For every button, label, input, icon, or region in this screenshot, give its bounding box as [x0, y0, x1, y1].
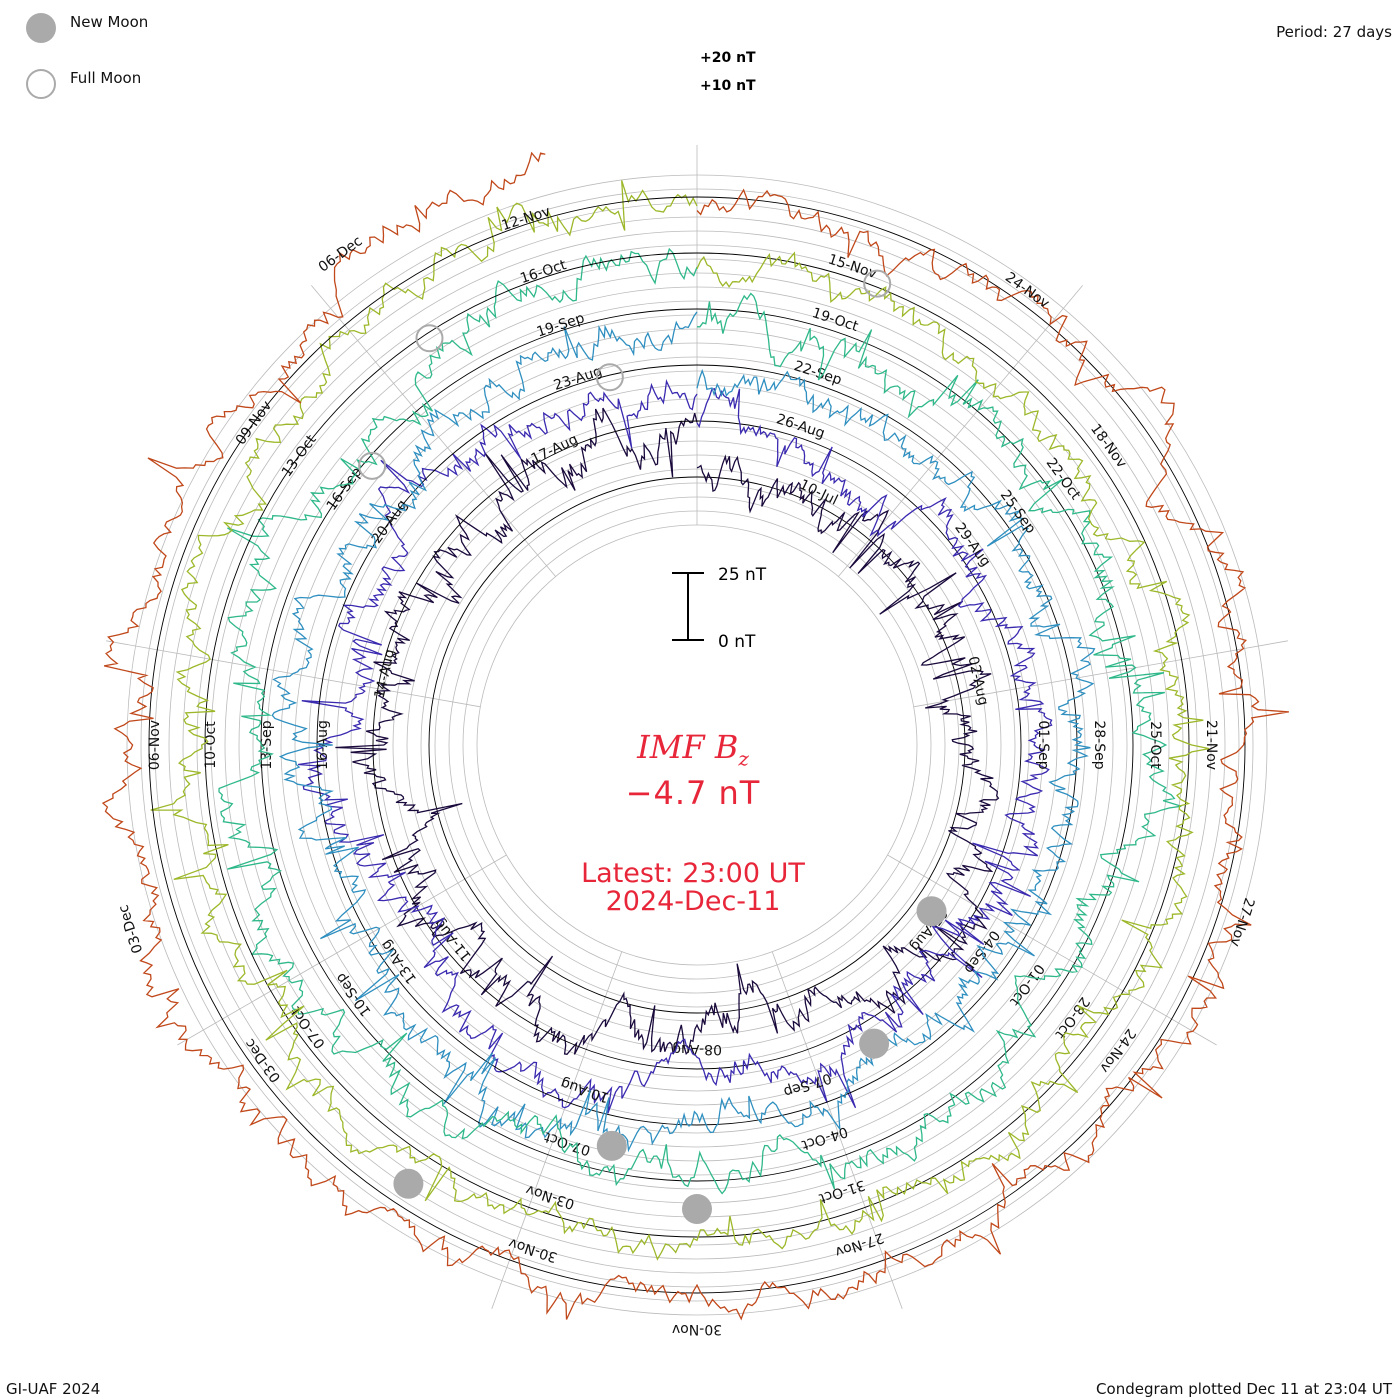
series-line-rotation-4: [218, 247, 1182, 1195]
date-label: 27-Nov: [833, 1229, 886, 1260]
date-label: 28-Sep: [1091, 720, 1107, 769]
new-moon-marker: [682, 1194, 712, 1224]
parameter-name: IMF Bz: [0, 728, 1386, 770]
date-label: 19-Oct: [810, 305, 861, 335]
series-line-rotation-3: [271, 311, 1096, 1153]
grid-spoke: [887, 854, 1217, 1046]
date-label: 16-Aug: [315, 720, 331, 770]
full-moon-legend-label: Full Moon: [70, 69, 142, 87]
date-label: 21-Nov: [1203, 720, 1219, 770]
reference-label: +20 nT: [700, 50, 756, 66]
date-label: 07-Oct: [542, 1128, 593, 1158]
date-label: 26-Aug: [774, 411, 826, 442]
new-moon-legend-label: New Moon: [70, 13, 149, 31]
full-moon-marker: [595, 363, 624, 392]
date-label: 01-Sep: [1035, 720, 1051, 769]
date-label: 10-Aug: [559, 1075, 611, 1106]
date-label: 02-Aug: [964, 655, 991, 707]
scale-bar-top-label: 25 nT: [718, 565, 767, 585]
full-moon-marker: [358, 451, 387, 480]
date-label: 10-Oct: [203, 721, 219, 769]
new-moon-marker: [859, 1028, 890, 1059]
date-label: 08-Aug: [672, 1041, 722, 1057]
series-line-rotation-2: [298, 379, 1053, 1114]
full-moon-legend-icon: [26, 69, 56, 99]
latest-date: 2024-Dec-11: [605, 886, 781, 917]
full-moon-marker: [863, 269, 892, 298]
grid-spoke: [491, 951, 623, 1309]
date-label: 25-Oct: [1147, 721, 1163, 769]
baseline-ring-6: [148, 196, 1246, 1294]
parameter-subscript: z: [738, 746, 749, 771]
full-moon-marker: [415, 324, 444, 353]
date-label: 25-Sep: [997, 487, 1039, 536]
date-label: 17-Aug: [529, 431, 581, 467]
date-label: 06-Nov: [147, 720, 163, 770]
plotted-timestamp: Condegram plotted Dec 11 at 23:04 UT: [1096, 1380, 1392, 1398]
date-label: 06-Dec: [316, 233, 366, 275]
date-label: 13-Sep: [259, 720, 275, 769]
date-label: 30-Nov: [672, 1321, 722, 1337]
date-label: 15-Nov: [826, 251, 879, 282]
series-line-rotation-5: [150, 180, 1210, 1261]
latest-time: Latest: 23:00 UT: [581, 858, 805, 889]
grid-spoke: [913, 640, 1288, 708]
date-label: 24-Nov: [1002, 269, 1052, 311]
date-label: 22-Oct: [1043, 455, 1084, 503]
grid-spoke: [771, 951, 903, 1309]
credit-label: GI-UAF 2024: [6, 1380, 101, 1398]
parameter-name-text: IMF B: [637, 728, 739, 766]
scale-bar-bottom-label: 0 nT: [718, 632, 756, 652]
new-moon-marker: [596, 1130, 627, 1161]
new-moon-marker: [916, 896, 947, 927]
reference-label: +10 nT: [700, 78, 756, 94]
new-moon-legend-icon: [26, 13, 56, 43]
date-label: 01-Oct: [1006, 961, 1047, 1009]
series-line-rotation-6: [101, 151, 1290, 1321]
grid-spoke: [177, 854, 507, 1046]
date-label: 04-Oct: [799, 1123, 850, 1153]
grid-spoke: [311, 285, 556, 577]
date-label: 03-Nov: [524, 1181, 577, 1212]
date-label: 30-Nov: [507, 1234, 560, 1265]
parameter-value: −4.7 nT: [625, 774, 761, 812]
date-label: 31-Oct: [816, 1176, 867, 1206]
new-moon-marker: [393, 1168, 424, 1199]
baseline-ring-2: [372, 420, 1022, 1070]
baseline-ring-5: [204, 252, 1190, 1238]
period-label: Period: 27 days: [1276, 23, 1392, 41]
